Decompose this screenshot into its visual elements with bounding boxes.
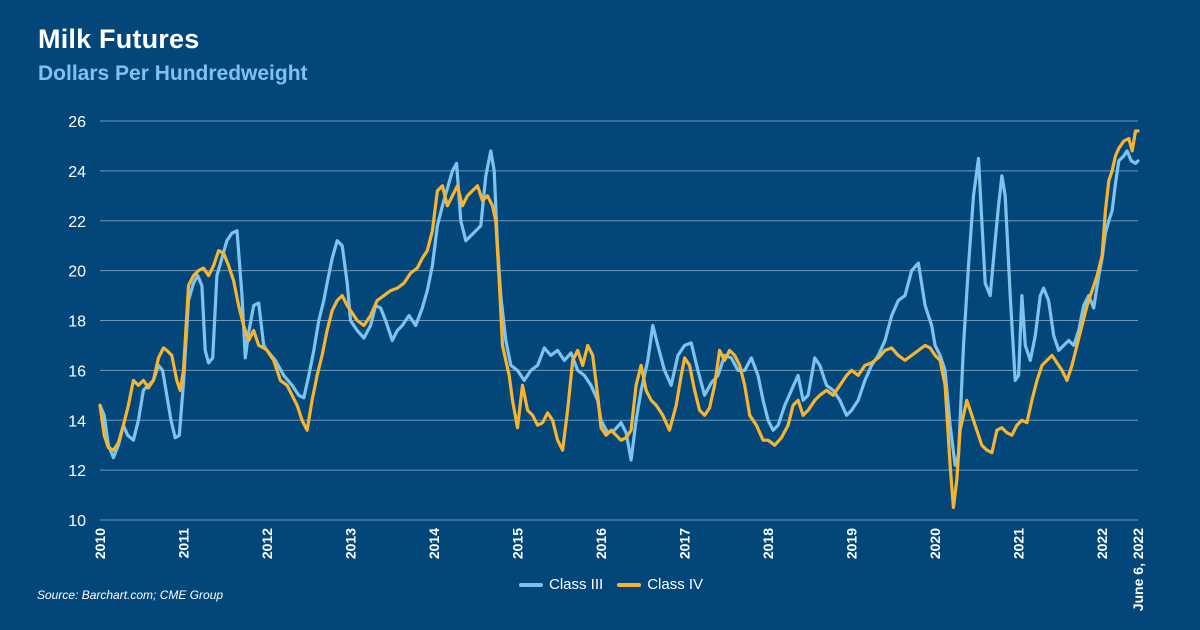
x-tick-label: 2022	[1094, 528, 1110, 559]
legend-label-class-iv: Class IV	[647, 576, 704, 593]
series-lines	[98, 129, 1140, 510]
y-tick-label: 18	[68, 314, 86, 331]
x-tick-label: 2016	[593, 528, 609, 559]
y-tick-label: 12	[68, 463, 86, 480]
legend: Class III Class IV	[519, 576, 717, 593]
x-tick-label: 2021	[1011, 528, 1027, 559]
x-tick-label: 2011	[176, 528, 192, 559]
y-tick-label: 26	[68, 114, 86, 131]
x-tick-label: 2012	[259, 528, 275, 559]
chart-title: Milk Futures	[38, 24, 200, 54]
legend-swatch-class-iii	[519, 582, 543, 587]
y-tick-label: 14	[68, 413, 86, 430]
x-tick-label: June 6, 2022	[1130, 528, 1146, 611]
series-line-class-iii	[98, 149, 1140, 467]
source-note: Source: Barchart.com; CME Group	[37, 588, 224, 602]
y-tick-label: 20	[68, 264, 86, 281]
x-tick-label: 2017	[677, 528, 693, 559]
grid-lines	[100, 120, 1138, 521]
legend-item-class-iii: Class III	[519, 576, 603, 593]
legend-item-class-iv: Class IV	[617, 576, 703, 593]
y-tick-label: 10	[68, 513, 86, 530]
x-tick-label: 2018	[760, 528, 776, 559]
x-tick-label: 2020	[927, 528, 943, 559]
x-tick-label: 2015	[510, 528, 526, 559]
y-axis-ticks: 10 12 14 16 18 20 22 24 26	[68, 114, 86, 530]
chart-subtitle: Dollars Per Hundredweight	[38, 62, 308, 85]
x-tick-label: 2019	[844, 528, 860, 559]
x-tick-label: 2010	[92, 528, 108, 559]
legend-label-class-iii: Class III	[549, 576, 604, 593]
series-line-class-iv	[98, 129, 1140, 510]
y-tick-label: 16	[68, 363, 86, 380]
y-tick-label: 22	[68, 214, 86, 231]
x-tick-label: 2013	[343, 528, 359, 559]
x-tick-label: 2014	[426, 528, 442, 559]
x-axis-ticks: 2010 2011 2012 2013 2014 2015 2016 2017 2018 2019…	[92, 528, 1146, 611]
legend-swatch-class-iv	[617, 582, 642, 587]
y-tick-label: 24	[68, 164, 86, 181]
